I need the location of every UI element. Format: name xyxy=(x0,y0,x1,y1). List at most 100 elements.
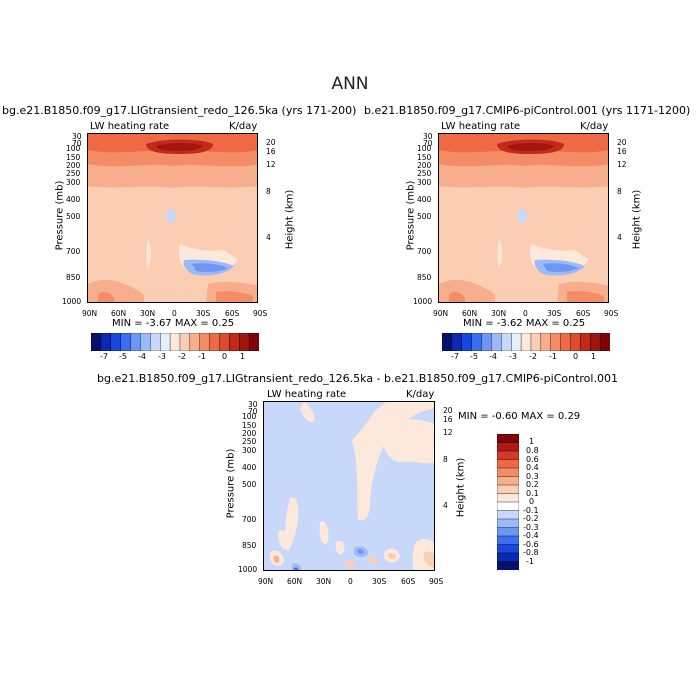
lat-tick: 90N xyxy=(433,309,449,318)
pressure-tick: 850 xyxy=(242,541,257,550)
lat-tick: 90S xyxy=(429,577,444,586)
colorbar-swatch xyxy=(248,333,259,351)
panel-2-colorbar-swatches xyxy=(442,333,610,351)
pressure-tick: 1000 xyxy=(62,297,82,306)
height-tick: 16 xyxy=(266,147,276,156)
panel-3-plot xyxy=(263,401,435,571)
pressure-tick: 1000 xyxy=(238,565,258,574)
colorbar-swatch xyxy=(497,467,519,478)
panel-1-ylabel: Pressure (mb) xyxy=(54,180,66,251)
colorbar-swatch xyxy=(239,333,250,351)
panel-2-units: K/day xyxy=(580,121,609,132)
colorbar-swatch xyxy=(497,450,519,461)
colorbar-label: -7 xyxy=(451,352,459,361)
colorbar-swatch xyxy=(169,333,181,351)
colorbar-swatch xyxy=(229,333,240,351)
colorbar-swatch xyxy=(580,333,591,351)
colorbar-swatch xyxy=(199,333,211,351)
pressure-tick: 150 xyxy=(242,421,257,430)
colorbar-swatch xyxy=(189,333,201,351)
colorbar-swatch xyxy=(451,333,463,351)
panel-2-field xyxy=(439,134,608,302)
colorbar-swatch xyxy=(540,333,552,351)
lat-tick: 60N xyxy=(287,577,303,586)
lat-tick: 30S xyxy=(372,577,387,586)
colorbar-swatch xyxy=(497,518,519,529)
pressure-tick: 400 xyxy=(242,463,257,472)
height-tick: 20 xyxy=(266,138,276,147)
colorbar-label: 0 xyxy=(529,497,535,506)
colorbar-label: 0 xyxy=(573,352,579,361)
panel-2-plot xyxy=(438,133,609,303)
lat-tick: 0 xyxy=(348,577,353,586)
colorbar-swatch xyxy=(530,333,542,351)
colorbar-swatch xyxy=(570,333,581,351)
colorbar-swatch xyxy=(497,501,519,512)
pressure-tick: 700 xyxy=(66,247,81,256)
colorbar-swatch xyxy=(491,333,502,351)
lat-tick: 60N xyxy=(111,309,127,318)
colorbar-label: -0.1 xyxy=(523,506,539,515)
panel-2-minmax: MIN = -3.62 MAX = 0.25 xyxy=(463,318,586,329)
pressure-tick: 250 xyxy=(66,169,81,178)
colorbar-label: -2 xyxy=(529,352,537,361)
pressure-tick: 100 xyxy=(417,144,432,153)
pressure-tick: 70 xyxy=(248,407,258,416)
height-tick: 12 xyxy=(443,428,453,437)
pressure-tick: 850 xyxy=(66,273,81,282)
panel-1-title: bg.e21.B1850.f09_g17.LIGtransient_redo_1… xyxy=(2,104,357,117)
panel-3-colorbar xyxy=(497,434,519,570)
colorbar-label: -5 xyxy=(119,352,127,361)
pressure-tick: 200 xyxy=(417,161,432,170)
colorbar-swatch xyxy=(497,561,519,570)
colorbar-label: -1 xyxy=(198,352,206,361)
colorbar-label: -7 xyxy=(100,352,108,361)
colorbar-swatch xyxy=(100,333,112,351)
pressure-tick: 700 xyxy=(242,515,257,524)
pressure-tick: 30 xyxy=(72,132,82,141)
panel-3-ylabel: Pressure (mb) xyxy=(225,448,237,519)
colorbar-swatch xyxy=(219,333,230,351)
pressure-tick: 200 xyxy=(66,161,81,170)
panel-3-colorbar-swatches xyxy=(497,434,519,570)
lat-tick: 60S xyxy=(576,309,591,318)
colorbar-label: -1 xyxy=(549,352,557,361)
colorbar-label: -3 xyxy=(509,352,517,361)
pressure-tick: 500 xyxy=(66,212,81,221)
colorbar-label: -1 xyxy=(526,557,534,566)
lat-tick: 90N xyxy=(258,577,274,586)
lat-tick: 60S xyxy=(401,577,416,586)
colorbar-swatch xyxy=(497,476,519,486)
pressure-tick: 200 xyxy=(242,429,257,438)
colorbar-label: -0.6 xyxy=(523,540,539,549)
pressure-tick: 1000 xyxy=(413,297,433,306)
pressure-tick: 250 xyxy=(242,437,257,446)
lat-tick: 0 xyxy=(523,309,528,318)
colorbar-label: -0.4 xyxy=(523,531,539,540)
pressure-tick: 300 xyxy=(66,178,81,187)
colorbar-label: -2 xyxy=(178,352,186,361)
colorbar-label: -4 xyxy=(138,352,146,361)
lat-tick: 90S xyxy=(253,309,268,318)
colorbar-label: -4 xyxy=(489,352,497,361)
pressure-tick: 500 xyxy=(417,212,432,221)
colorbar-swatch xyxy=(442,333,453,351)
colorbar-swatch xyxy=(497,544,519,554)
height-tick: 8 xyxy=(617,187,622,196)
colorbar-swatch xyxy=(130,333,141,351)
panel-1-field xyxy=(88,134,257,302)
colorbar-swatch xyxy=(497,493,519,503)
pressure-tick: 70 xyxy=(423,139,433,148)
panel-2-ylabel: Pressure (mb) xyxy=(405,180,417,251)
colorbar-swatch xyxy=(140,333,151,351)
panel-1-units: K/day xyxy=(229,121,258,132)
pressure-tick: 400 xyxy=(66,195,81,204)
colorbar-label: -0.8 xyxy=(523,548,539,557)
pressure-tick: 30 xyxy=(248,400,258,409)
colorbar-label: -3 xyxy=(158,352,166,361)
colorbar-swatch xyxy=(497,442,519,452)
pressure-tick: 100 xyxy=(242,412,257,421)
pressure-tick: 400 xyxy=(417,195,432,204)
colorbar-swatch xyxy=(497,552,519,563)
height-tick: 12 xyxy=(266,160,276,169)
